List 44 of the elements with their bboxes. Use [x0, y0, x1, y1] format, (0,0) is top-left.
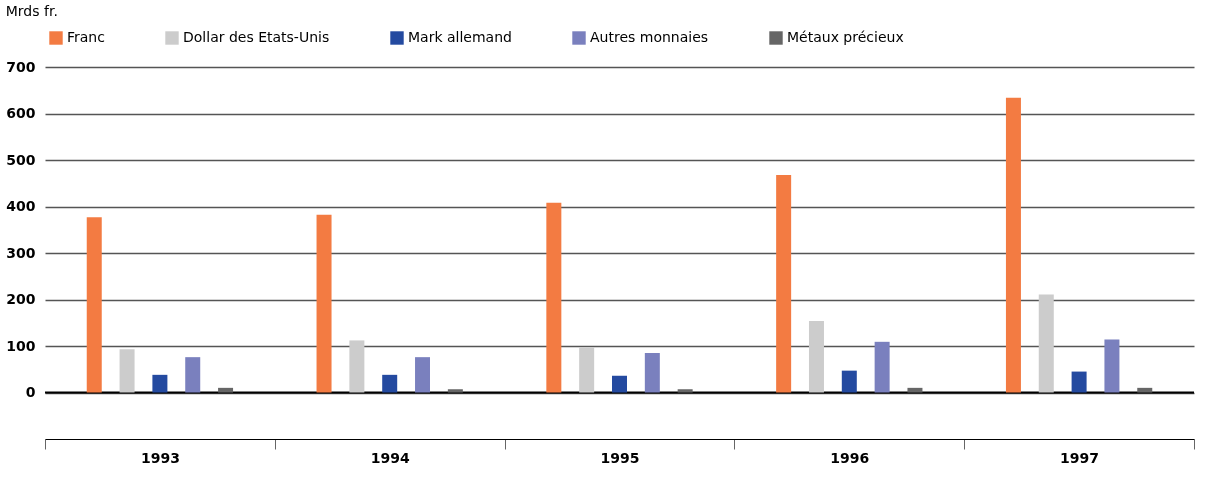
bar — [119, 349, 135, 393]
bar — [546, 202, 562, 393]
legend-label: Autres monnaies — [590, 29, 709, 45]
bar — [185, 357, 201, 393]
bar — [86, 217, 102, 393]
y-tick-label: 700 — [6, 58, 36, 75]
bar — [579, 347, 595, 393]
legend-label: Métaux précieux — [787, 29, 904, 45]
bar — [218, 387, 234, 393]
x-tick-label: 1993 — [140, 449, 180, 466]
bar — [415, 357, 431, 393]
y-tick-label: 300 — [6, 244, 36, 261]
bar — [152, 374, 168, 393]
y-tick-label: 200 — [6, 291, 36, 307]
bar — [316, 214, 332, 393]
y-tick-label: 0 — [25, 384, 36, 400]
y-tick-label: 400 — [6, 198, 36, 214]
bar — [382, 374, 398, 393]
y-tick-label: 100 — [6, 337, 36, 354]
bar — [1005, 97, 1021, 393]
bar — [677, 389, 693, 393]
bar — [447, 389, 463, 393]
bar — [907, 387, 923, 393]
bar — [874, 341, 890, 393]
y-tick-label: 500 — [6, 151, 36, 168]
bar — [1104, 339, 1120, 393]
y-tick-label: 600 — [6, 105, 36, 121]
bar — [1038, 294, 1054, 393]
bar — [349, 340, 365, 393]
bar — [644, 352, 660, 393]
x-tick-label: 1994 — [370, 449, 410, 466]
bar — [841, 370, 857, 393]
bar — [1137, 387, 1153, 393]
x-tick-label: 1995 — [600, 449, 640, 466]
legend-label: Mark allemand — [408, 29, 512, 45]
legend-label: Dollar des Etats-Unis — [183, 29, 330, 45]
x-tick-label: 1997 — [1060, 449, 1100, 466]
y-axis-title: Mrds fr. — [5, 3, 58, 19]
x-tick-label: 1996 — [830, 449, 870, 466]
bar — [776, 174, 792, 393]
bar — [1071, 371, 1087, 393]
bar — [612, 375, 627, 393]
legend-label: Franc — [67, 29, 105, 45]
bar — [808, 320, 824, 393]
